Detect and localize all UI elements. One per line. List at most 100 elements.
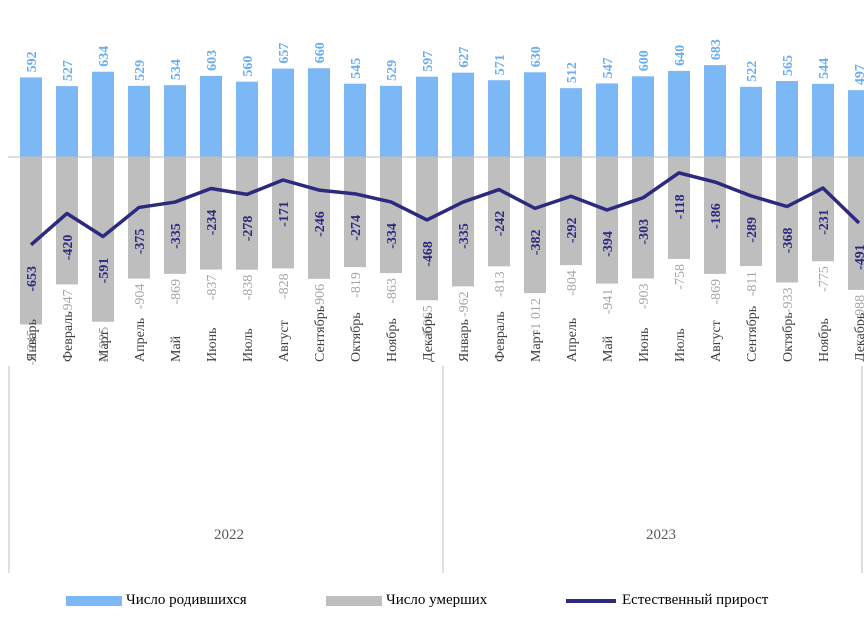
births-value-label: 627 <box>457 47 472 68</box>
x-tick-label: Апрель <box>133 318 148 362</box>
natural-value-label: -242 <box>493 211 508 237</box>
deaths-bar <box>488 157 510 267</box>
births-bar <box>56 86 78 157</box>
deaths-value-label: -813 <box>493 271 508 297</box>
births-value-label: 634 <box>97 46 112 67</box>
births-value-label: 640 <box>673 45 688 66</box>
x-tick-label: Январь <box>457 319 472 362</box>
births-bar <box>524 72 546 157</box>
births-bars <box>20 65 864 157</box>
births-value-label: 527 <box>61 60 76 81</box>
natural-value-label: -289 <box>745 217 760 243</box>
deaths-labels: -1 245 -947 -1 225 -904 -869 -837 -838 -828 -906… <box>25 264 864 366</box>
x-tick-label: Август <box>709 320 724 362</box>
x-tick-label: Июль <box>241 328 256 362</box>
births-bar <box>704 65 726 157</box>
births-value-label: 497 <box>853 64 864 85</box>
legend-label-deaths: Число умерших <box>386 592 488 608</box>
deaths-bar <box>452 157 474 287</box>
births-bar <box>848 90 864 157</box>
births-bar <box>812 83 834 157</box>
deaths-bars <box>20 157 864 325</box>
deaths-value-label: -758 <box>673 264 688 290</box>
natural-value-label: -118 <box>673 194 688 219</box>
x-tick-label: Сентябрь <box>745 306 760 362</box>
births-bar <box>632 76 654 157</box>
x-tick-label: Октябрь <box>781 312 796 362</box>
births-bar <box>416 76 438 157</box>
legend-item-natural: Естественный прирост <box>566 592 768 609</box>
births-value-label: 603 <box>205 50 220 71</box>
x-tick-label: Декабрь <box>421 313 436 362</box>
births-value-label: 545 <box>349 58 364 79</box>
deaths-value-label: -838 <box>241 275 256 301</box>
births-value-label: 683 <box>709 39 724 60</box>
natural-value-label: -278 <box>241 216 256 242</box>
deaths-bar <box>416 157 438 301</box>
natural-value-label: -292 <box>565 217 580 243</box>
deaths-bar <box>164 157 186 274</box>
births-value-label: 571 <box>493 54 508 75</box>
deaths-value-label: -869 <box>709 279 724 305</box>
deaths-bar <box>632 157 654 279</box>
births-bar <box>236 81 258 157</box>
deaths-value-label: -933 <box>781 287 796 313</box>
deaths-value-label: -1 225 <box>97 327 112 363</box>
births-bar <box>776 81 798 157</box>
births-bar <box>164 85 186 157</box>
x-tick-label: Ноябрь <box>817 318 832 362</box>
natural-value-label: -234 <box>205 210 220 236</box>
deaths-value-label: -941 <box>601 289 616 315</box>
deaths-value-label: -1 065 <box>421 305 436 341</box>
deaths-bar <box>20 157 42 325</box>
natural-value-label: -186 <box>709 203 724 229</box>
births-bar <box>344 83 366 157</box>
deaths-bar <box>524 157 546 294</box>
legend-swatch-natural <box>566 598 616 603</box>
x-tick-label: Ноябрь <box>385 318 400 362</box>
births-bar <box>128 85 150 157</box>
deaths-bar <box>848 157 864 290</box>
births-value-label: 630 <box>529 46 544 67</box>
births-bar <box>740 86 762 157</box>
births-bar <box>452 72 474 157</box>
births-bar <box>272 68 294 157</box>
births-bar <box>92 71 114 157</box>
births-value-label: 560 <box>241 56 256 77</box>
deaths-bar <box>596 157 618 284</box>
births-value-label: 512 <box>565 62 580 83</box>
natural-value-label: -653 <box>25 266 40 292</box>
x-tick-label: Январь <box>25 319 40 362</box>
natural-increase-labels: -653 -420 -591 -375 -335 -234 -278 -171 -246 -274… <box>25 194 864 291</box>
natural-value-label: -420 <box>61 235 76 261</box>
deaths-value-label: -962 <box>457 291 472 317</box>
births-value-label: 529 <box>133 60 148 81</box>
deaths-value-label: -837 <box>205 275 220 301</box>
legend-label-births: Число родившихся <box>126 592 247 608</box>
x-tick-label: Февраль <box>493 311 508 362</box>
births-bar <box>380 85 402 157</box>
births-value-label: 600 <box>637 50 652 71</box>
natural-value-label: -335 <box>169 223 184 249</box>
deaths-bar <box>704 157 726 274</box>
births-value-label: 657 <box>277 43 292 64</box>
births-labels: 592 527 634 529 534 603 560 657 660 545 529 597 627 5… <box>25 39 864 85</box>
deaths-value-label: -906 <box>313 284 328 310</box>
deaths-bar <box>200 157 222 270</box>
natural-increase-line <box>29 171 861 247</box>
deaths-bar <box>272 157 294 269</box>
natural-value-label: -368 <box>781 228 796 254</box>
deaths-value-label: -1 012 <box>529 298 544 334</box>
deaths-bar <box>56 157 78 285</box>
deaths-bar <box>812 157 834 262</box>
deaths-value-label: -1 245 <box>25 329 40 365</box>
chart: 592 527 634 529 534 603 560 657 660 545 529 597 627 5… <box>8 39 864 573</box>
births-value-label: 534 <box>169 59 184 80</box>
natural-value-label: -375 <box>133 229 148 255</box>
x-tick-label: Март <box>529 330 544 362</box>
x-tick-label: Май <box>601 335 616 362</box>
deaths-value-label: -988 <box>853 295 864 321</box>
legend-swatch-deaths <box>326 595 382 606</box>
deaths-value-label: -819 <box>349 272 364 298</box>
births-value-label: 547 <box>601 57 616 78</box>
